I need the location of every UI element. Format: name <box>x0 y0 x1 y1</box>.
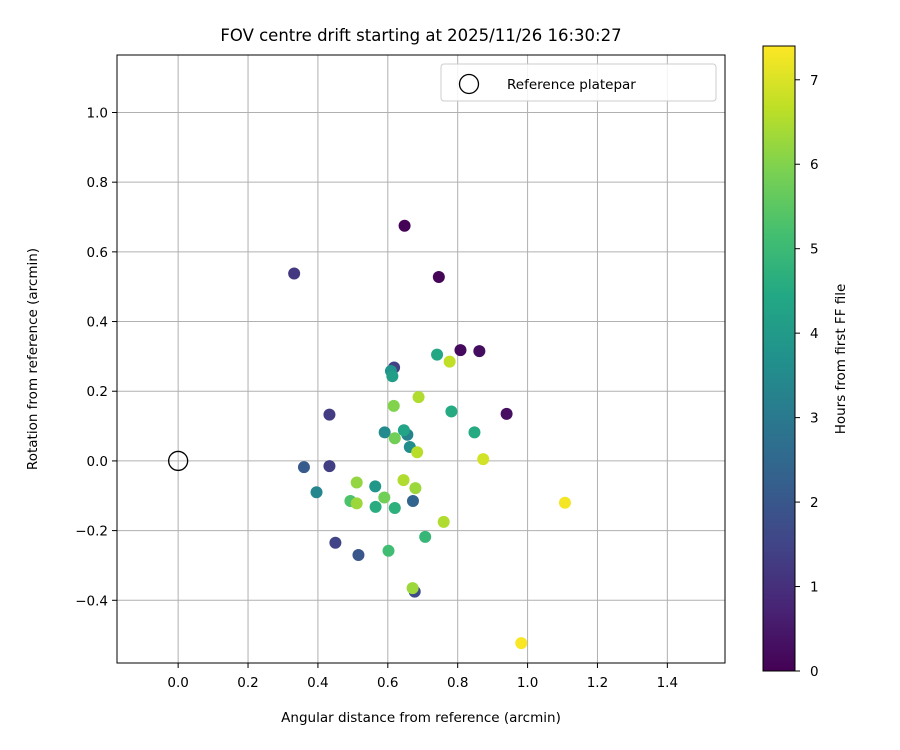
legend-box <box>440 63 717 102</box>
scatter-series <box>288 219 571 650</box>
legend-entry-reference: Reference platepar <box>507 77 636 93</box>
scatter-point <box>406 582 419 595</box>
scatter-point <box>378 426 391 439</box>
scatter-point <box>329 536 342 549</box>
scatter-point <box>468 426 481 439</box>
x-tick-label: 0.0 <box>167 675 188 691</box>
y-tick-label: 1.0 <box>87 105 108 121</box>
x-tick-label: 1.4 <box>657 675 678 691</box>
scatter-point <box>397 424 410 437</box>
y-tick-label: 0.8 <box>87 175 108 191</box>
y-tick-label: −0.4 <box>75 593 108 609</box>
scatter-point <box>382 544 395 557</box>
reference-point-marker <box>167 450 189 472</box>
y-tick-label: −0.2 <box>75 524 108 540</box>
colorbar-tick-label: 1 <box>810 580 819 596</box>
colorbar-ticks: 0 1 2 3 4 5 6 7 <box>795 73 819 680</box>
scatter-point <box>412 391 425 404</box>
scatter-point <box>378 491 391 504</box>
colorbar-tick-label: 7 <box>810 73 819 89</box>
x-tick-label: 0.4 <box>307 675 328 691</box>
scatter-point <box>406 494 419 507</box>
scatter-point <box>388 432 401 445</box>
x-tick-label: 0.6 <box>377 675 398 691</box>
scatter-point <box>350 497 363 510</box>
x-tick-label: 0.2 <box>237 675 258 691</box>
grid-lines <box>117 55 725 663</box>
y-tick-label: 0.6 <box>87 245 108 261</box>
scatter-point <box>431 348 444 361</box>
scatter-point <box>310 486 323 499</box>
plot-frame <box>116 54 726 664</box>
x-axis-label: Angular distance from reference (arcmin) <box>281 710 561 726</box>
scatter-point <box>369 480 382 493</box>
scatter-point <box>369 500 382 513</box>
scatter-point <box>352 548 365 561</box>
scatter-point <box>500 407 513 420</box>
scatter-point <box>515 637 528 650</box>
y-tick-label: 0.0 <box>87 454 108 470</box>
scatter-point <box>323 460 336 473</box>
scatter-point <box>288 267 301 280</box>
colorbar-tick-label: 6 <box>810 157 819 173</box>
colorbar-gradient <box>762 45 796 672</box>
scatter-point <box>397 474 410 487</box>
scatter-point <box>398 219 411 232</box>
scatter-point <box>386 370 399 383</box>
y-tick-label: 0.4 <box>87 315 108 331</box>
scatter-point <box>419 530 432 543</box>
colorbar-tick-label: 5 <box>810 242 819 258</box>
scatter-point <box>437 515 450 528</box>
scatter-point <box>388 501 401 514</box>
x-tick-label: 1.0 <box>517 675 538 691</box>
colorbar: 0 1 2 3 4 5 6 7 Hours from first FF file <box>762 45 849 680</box>
scatter-point <box>432 270 445 283</box>
legend: Reference platepar <box>440 63 717 102</box>
colorbar-tick-label: 4 <box>810 326 819 342</box>
scatter-point <box>409 482 422 495</box>
x-axis-ticks: 0.0 0.2 0.4 0.6 0.8 1.0 1.2 1.4 <box>167 663 678 691</box>
scatter-point <box>411 446 424 459</box>
scatter-point <box>387 399 400 412</box>
scatter-point <box>350 476 363 489</box>
y-axis-ticks: −0.4 −0.2 0.0 0.2 0.4 0.6 0.8 1.0 <box>75 105 117 609</box>
colorbar-tick-label: 3 <box>810 411 819 427</box>
scatter-point <box>443 355 456 368</box>
colorbar-tick-label: 0 <box>810 664 819 680</box>
scatter-point <box>323 408 336 421</box>
scatter-point <box>297 461 310 474</box>
y-axis-label: Rotation from reference (arcmin) <box>25 248 41 470</box>
scatter-point <box>445 405 458 418</box>
x-tick-label: 0.8 <box>447 675 468 691</box>
scatter-point <box>477 453 490 466</box>
legend-marker-icon <box>458 73 480 95</box>
colorbar-label: Hours from first FF file <box>833 284 849 435</box>
scatter-point <box>558 496 571 509</box>
chart-title: FOV centre drift starting at 2025/11/26 … <box>220 26 621 45</box>
y-tick-label: 0.2 <box>87 384 108 400</box>
x-tick-label: 1.2 <box>587 675 608 691</box>
scatter-point <box>454 344 467 357</box>
colorbar-tick-label: 2 <box>810 495 819 511</box>
scatter-point <box>473 345 486 358</box>
